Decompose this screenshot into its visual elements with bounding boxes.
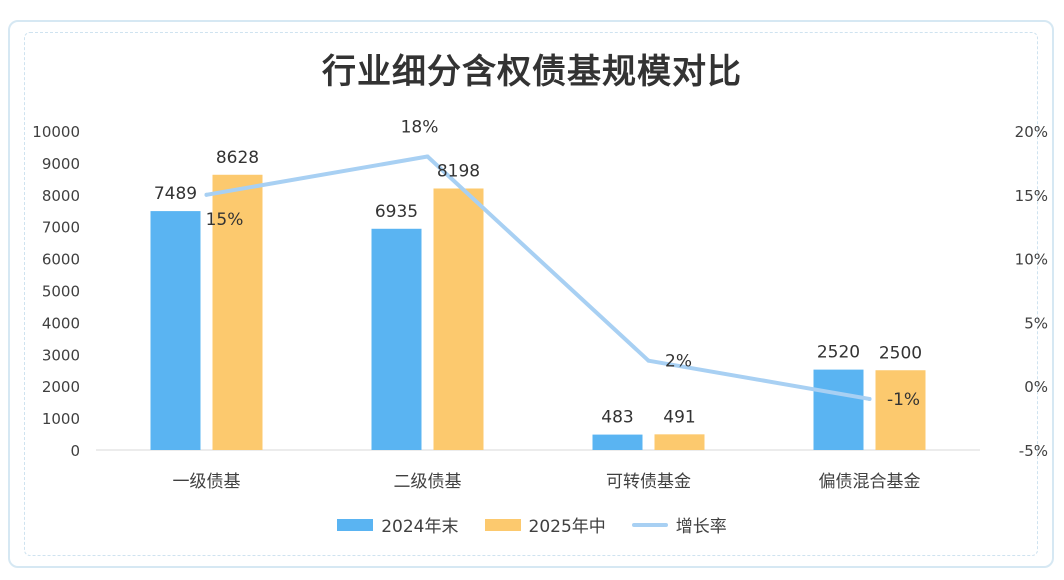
bar-2024[interactable] (371, 228, 422, 450)
growth-rate-point (204, 192, 209, 197)
y-left-tick-label: 10000 (32, 123, 80, 141)
bar-value-label: 483 (601, 408, 633, 428)
chart-legend: 2024年末 2025年中 增长率 (0, 512, 1064, 537)
y-right-tick-label: 15% (1015, 187, 1048, 205)
y-right-tick-label: 0% (1024, 378, 1048, 396)
bar-2025[interactable] (875, 370, 926, 450)
x-tick-label: 偏债混合基金 (819, 472, 921, 492)
y-right-tick-label: 20% (1015, 123, 1048, 141)
growth-rate-point (867, 396, 872, 401)
growth-rate-label: -1% (887, 390, 920, 410)
y-left-tick-label: 3000 (42, 346, 80, 364)
y-right-tick-label: 5% (1024, 314, 1048, 332)
y-left-tick-label: 1000 (42, 410, 80, 428)
y-left-tick-label: 4000 (42, 314, 80, 332)
x-tick-label: 一级债基 (173, 472, 241, 492)
x-tick-label: 二级债基 (394, 472, 462, 492)
legend-label-growth: 增长率 (675, 517, 727, 537)
bar-2024[interactable] (150, 211, 201, 450)
bar-2024[interactable] (813, 369, 864, 450)
legend-label-2025: 2025年中 (528, 517, 606, 537)
legend-label-2024: 2024年末 (381, 517, 459, 537)
legend-swatch-2025 (484, 518, 521, 531)
bar-2025[interactable] (654, 434, 705, 450)
legend-item-growth[interactable]: 增长率 (631, 512, 727, 537)
bar-value-label: 491 (663, 407, 695, 427)
y-left-tick-label: 5000 (42, 283, 80, 301)
x-tick-label: 可转债基金 (606, 472, 691, 492)
y-left-tick-label: 8000 (42, 187, 80, 205)
bar-2025[interactable] (433, 188, 484, 450)
legend-swatch-growth (631, 522, 668, 527)
legend-swatch-2024 (337, 518, 374, 531)
growth-rate-point (646, 358, 651, 363)
y-left-tick-label: 2000 (42, 378, 80, 396)
y-left-tick-label: 6000 (42, 251, 80, 269)
growth-rate-label: 18% (401, 118, 439, 138)
bar-2025[interactable] (212, 174, 263, 451)
growth-rate-line[interactable] (204, 154, 872, 401)
y-left-tick-label: 7000 (42, 219, 80, 237)
y-left-tick-label: 0 (70, 442, 80, 460)
bar-value-label: 8628 (216, 148, 259, 168)
bar-2024[interactable] (592, 434, 643, 450)
y-right-tick-label: 10% (1015, 251, 1048, 269)
bar-value-label: 7489 (154, 184, 197, 204)
bar-value-label: 2500 (879, 343, 922, 363)
chart-title: 行业细分含权债基规模对比 (322, 52, 742, 92)
card-inner-border (24, 32, 1038, 556)
legend-item-2025[interactable]: 2025年中 (484, 512, 606, 537)
y-right-tick-label: -5% (1019, 442, 1048, 460)
y-left-tick-label: 9000 (42, 155, 80, 173)
growth-rate-label: 2% (665, 352, 692, 372)
growth-rate-point (425, 154, 430, 159)
bar-value-label: 8198 (437, 161, 480, 181)
legend-item-2024[interactable]: 2024年末 (337, 512, 459, 537)
bar-value-label: 6935 (375, 202, 418, 222)
growth-rate-label: 15% (206, 210, 244, 230)
bar-value-label: 2520 (817, 343, 860, 363)
